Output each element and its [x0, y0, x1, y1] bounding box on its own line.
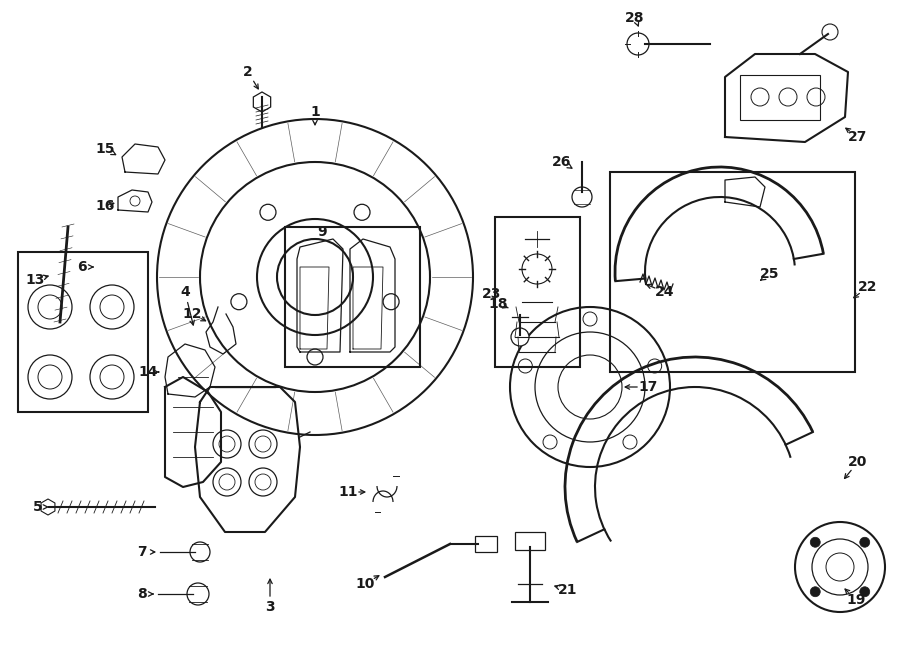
- Text: 8: 8: [137, 587, 147, 601]
- Text: 28: 28: [626, 11, 644, 25]
- Circle shape: [190, 542, 210, 562]
- Text: 22: 22: [859, 280, 877, 294]
- Text: 21: 21: [558, 583, 578, 597]
- Text: 1: 1: [310, 105, 320, 119]
- Text: 3: 3: [266, 600, 274, 614]
- Text: 2: 2: [243, 65, 253, 79]
- Text: 19: 19: [846, 593, 866, 607]
- Text: 25: 25: [760, 267, 779, 281]
- Text: 20: 20: [849, 455, 868, 469]
- Text: 10: 10: [356, 577, 374, 591]
- Text: 17: 17: [638, 380, 658, 394]
- Bar: [475, 536, 497, 552]
- Bar: [18, 252, 148, 412]
- Bar: [515, 532, 545, 550]
- Bar: [495, 217, 580, 367]
- Circle shape: [511, 328, 529, 346]
- Circle shape: [810, 538, 820, 547]
- Text: 12: 12: [183, 307, 202, 321]
- Bar: [740, 75, 820, 120]
- Text: 11: 11: [338, 485, 358, 499]
- Bar: [610, 172, 855, 372]
- Text: 16: 16: [95, 199, 114, 213]
- Text: 15: 15: [95, 142, 115, 156]
- Text: 9: 9: [317, 225, 327, 239]
- Text: 4: 4: [180, 285, 190, 299]
- Circle shape: [860, 538, 869, 547]
- Circle shape: [810, 587, 820, 596]
- Text: 6: 6: [77, 260, 86, 274]
- Text: 13: 13: [25, 273, 45, 287]
- Text: 24: 24: [655, 285, 675, 299]
- Bar: [285, 227, 420, 367]
- Text: 5: 5: [33, 500, 43, 514]
- Polygon shape: [41, 499, 55, 515]
- Text: 14: 14: [139, 365, 158, 379]
- Circle shape: [187, 583, 209, 605]
- Circle shape: [627, 33, 649, 55]
- Text: 23: 23: [482, 287, 501, 301]
- Circle shape: [860, 587, 869, 596]
- Text: 7: 7: [137, 545, 147, 559]
- Circle shape: [572, 187, 592, 207]
- Polygon shape: [253, 92, 271, 112]
- Text: 18: 18: [489, 297, 508, 311]
- Text: 27: 27: [849, 130, 868, 144]
- Text: 26: 26: [553, 155, 572, 169]
